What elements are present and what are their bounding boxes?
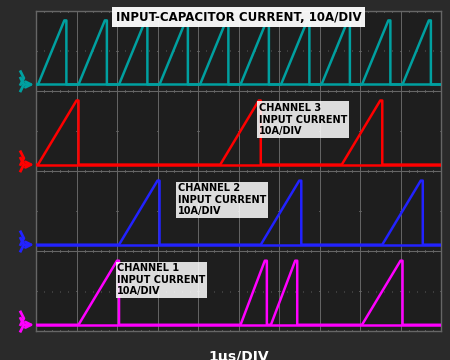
Text: CHANNEL 2
INPUT CURRENT
10A/DIV: CHANNEL 2 INPUT CURRENT 10A/DIV bbox=[178, 183, 266, 216]
Text: INPUT-CAPACITOR CURRENT, 10A/DIV: INPUT-CAPACITOR CURRENT, 10A/DIV bbox=[116, 11, 361, 24]
Text: CHANNEL 1
INPUT CURRENT
10A/DIV: CHANNEL 1 INPUT CURRENT 10A/DIV bbox=[117, 263, 205, 296]
Text: 1μs/DIV: 1μs/DIV bbox=[208, 350, 269, 360]
Text: CHANNEL 3
INPUT CURRENT
10A/DIV: CHANNEL 3 INPUT CURRENT 10A/DIV bbox=[259, 103, 347, 136]
